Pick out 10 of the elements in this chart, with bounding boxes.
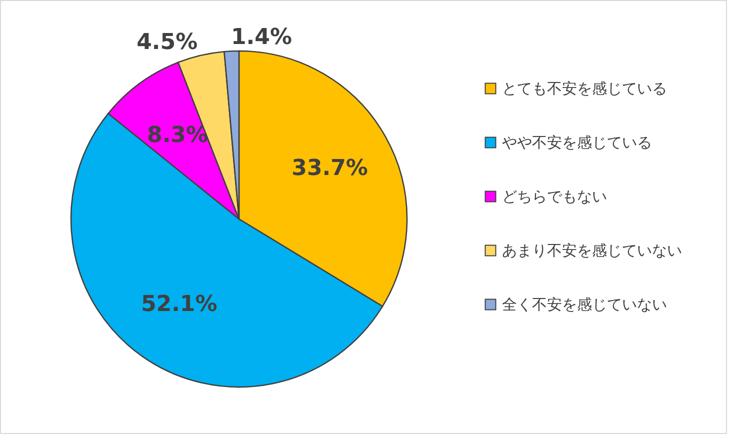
legend-label: 全く不安を感じていない bbox=[502, 296, 667, 314]
legend-label: やや不安を感じている bbox=[502, 134, 652, 152]
legend-label: とても不安を感じている bbox=[502, 80, 667, 98]
data-label: 33.7% bbox=[292, 156, 368, 181]
data-label: 8.3% bbox=[147, 122, 208, 148]
legend-label: どちらでもない bbox=[502, 188, 607, 206]
data-label: 4.5% bbox=[136, 30, 198, 55]
legend-label: あまり不安を感じていない bbox=[502, 242, 682, 260]
data-label: 1.4% bbox=[231, 25, 292, 50]
data-label: 52.1% bbox=[140, 292, 218, 318]
